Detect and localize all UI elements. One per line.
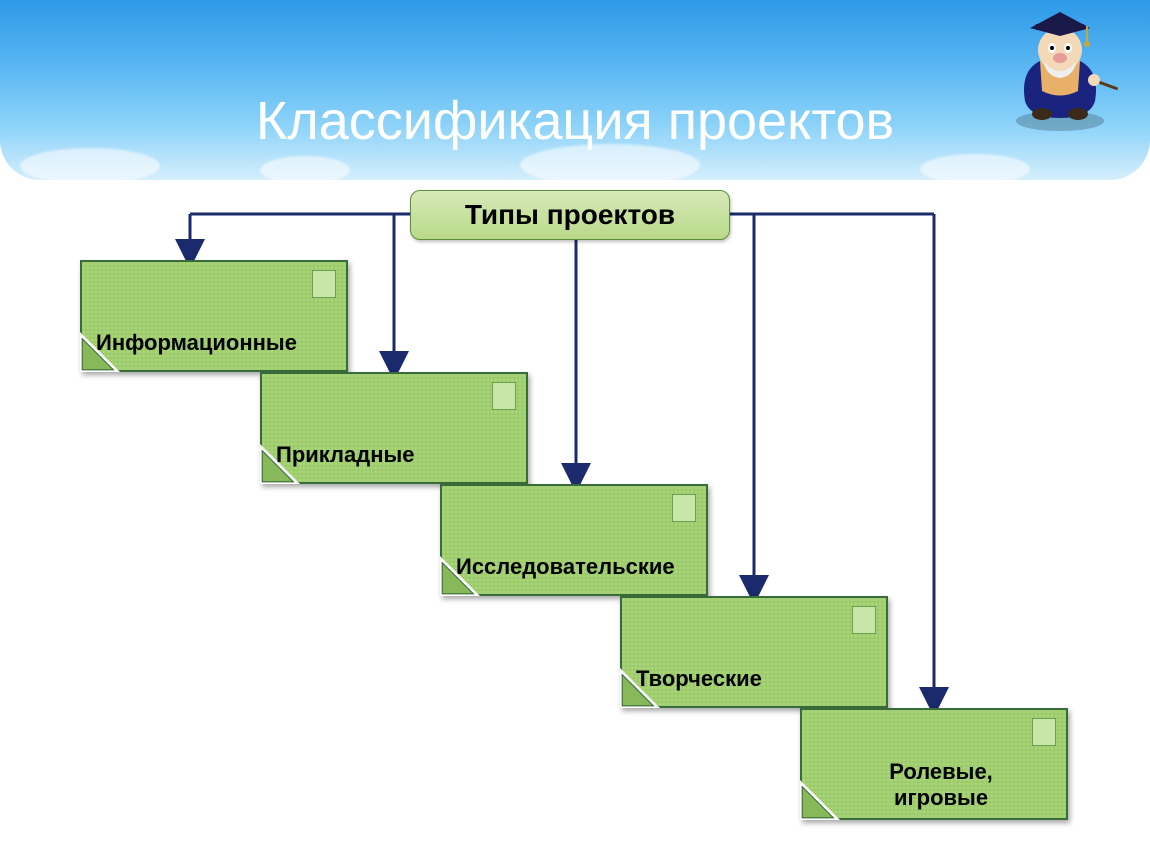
root-label: Типы проектов [465, 199, 675, 230]
diagram-area: Типы проектов ИнформационныеПрикладныеИс… [60, 180, 1090, 840]
card-role: Ролевые,игровые [800, 708, 1068, 820]
root-node: Типы проектов [410, 190, 730, 240]
fold-corner-icon [260, 444, 300, 484]
fold-corner-icon [620, 668, 660, 708]
card-info: Информационные [80, 260, 348, 372]
fold-corner-icon [80, 332, 120, 372]
card-research: Исследовательские [440, 484, 708, 596]
fold-corner-icon [800, 780, 840, 820]
page-icon [312, 270, 336, 298]
slide-title: Классификация проектов [0, 90, 1150, 152]
card-applied: Прикладные [260, 372, 528, 484]
page-icon [852, 606, 876, 634]
professor-mascot-icon [1000, 6, 1120, 136]
page-icon [672, 494, 696, 522]
page-icon [492, 382, 516, 410]
page-icon [1032, 718, 1056, 746]
card-creative: Творческие [620, 596, 888, 708]
card-label: Ролевые,игровые [802, 759, 1066, 818]
fold-corner-icon [440, 556, 480, 596]
